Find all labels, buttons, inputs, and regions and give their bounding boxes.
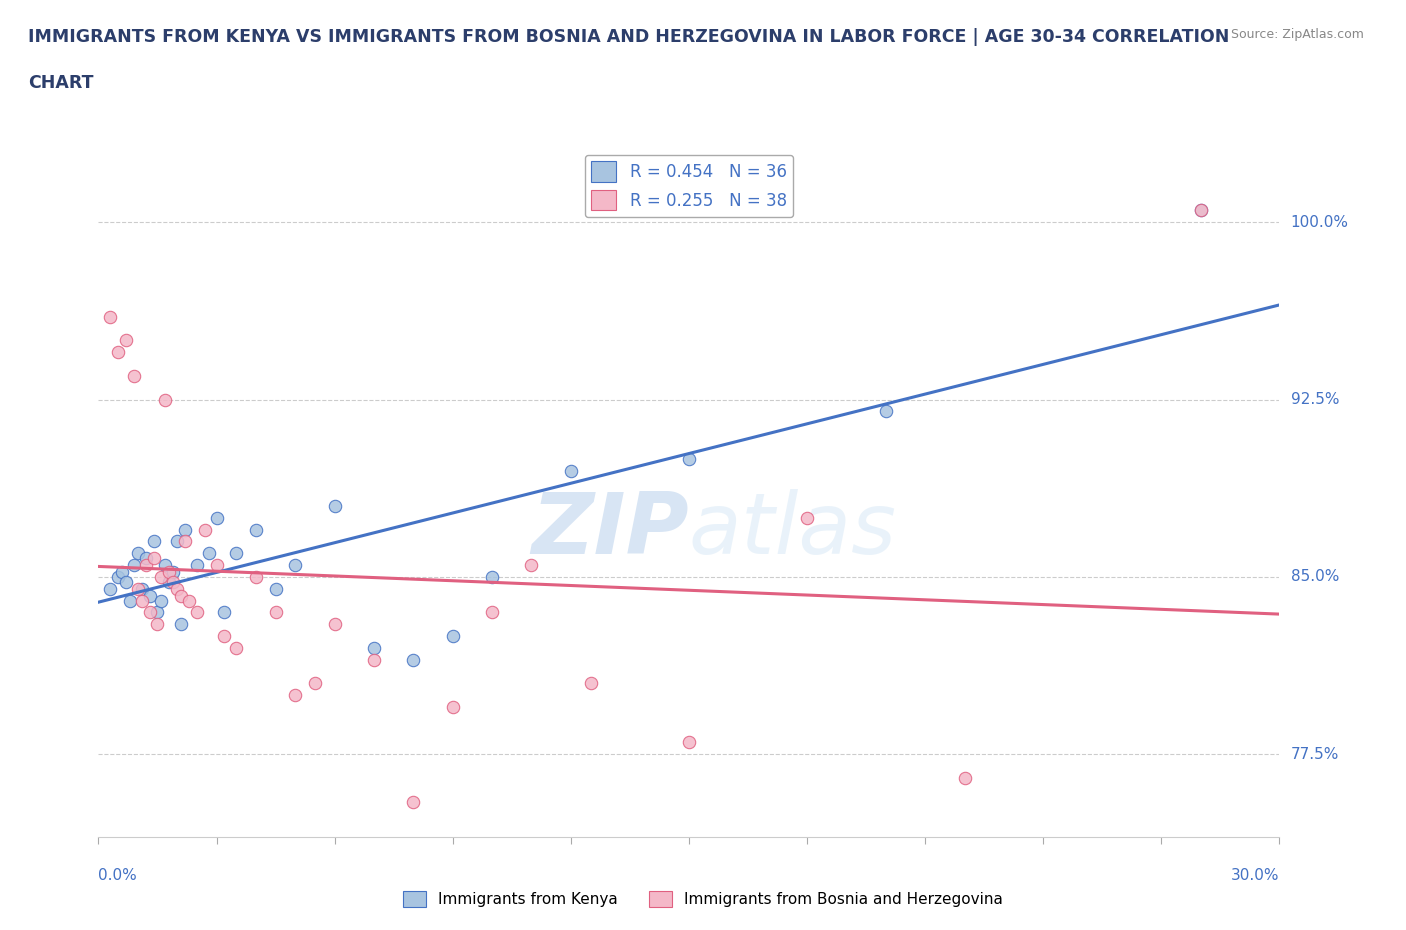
Point — [155, 392, 177, 407]
Point — [441, 699, 464, 714]
Point — [131, 581, 153, 596]
Point — [135, 558, 157, 573]
Point — [107, 345, 129, 360]
Point — [402, 652, 425, 667]
Point — [953, 770, 976, 785]
Point — [138, 589, 160, 604]
Point — [118, 593, 141, 608]
Text: 100.0%: 100.0% — [1291, 215, 1348, 230]
Text: 85.0%: 85.0% — [1291, 569, 1339, 584]
Point — [122, 558, 145, 573]
Point — [142, 551, 165, 565]
Point — [264, 581, 287, 596]
Point — [98, 310, 121, 325]
Point — [875, 404, 897, 418]
Point — [150, 569, 173, 584]
Text: 77.5%: 77.5% — [1291, 747, 1339, 762]
Point — [796, 511, 818, 525]
Point — [678, 451, 700, 466]
Text: CHART: CHART — [28, 74, 94, 92]
Point — [678, 735, 700, 750]
Text: IMMIGRANTS FROM KENYA VS IMMIGRANTS FROM BOSNIA AND HERZEGOVINA IN LABOR FORCE |: IMMIGRANTS FROM KENYA VS IMMIGRANTS FROM… — [28, 28, 1229, 46]
Point — [122, 368, 145, 383]
Point — [170, 589, 193, 604]
Point — [323, 617, 346, 631]
Point — [520, 558, 543, 573]
Point — [135, 551, 157, 565]
Text: 0.0%: 0.0% — [98, 869, 138, 883]
Point — [245, 569, 267, 584]
Point — [174, 534, 197, 549]
Point — [197, 546, 219, 561]
Point — [304, 676, 326, 691]
Point — [157, 565, 180, 579]
Text: Source: ZipAtlas.com: Source: ZipAtlas.com — [1230, 28, 1364, 41]
Text: ZIP: ZIP — [531, 488, 689, 572]
Point — [363, 652, 385, 667]
Point — [284, 687, 307, 702]
Point — [138, 604, 160, 619]
Text: 92.5%: 92.5% — [1291, 392, 1339, 407]
Point — [166, 534, 188, 549]
Point — [560, 463, 582, 478]
Point — [170, 617, 193, 631]
Point — [155, 558, 177, 573]
Text: atlas: atlas — [689, 488, 897, 572]
Point — [150, 593, 173, 608]
Point — [142, 534, 165, 549]
Point — [146, 604, 169, 619]
Point — [214, 604, 236, 619]
Point — [115, 333, 138, 348]
Text: 30.0%: 30.0% — [1232, 869, 1279, 883]
Point — [174, 522, 197, 537]
Point — [1189, 203, 1212, 218]
Point — [441, 629, 464, 644]
Point — [481, 569, 503, 584]
Point — [127, 546, 149, 561]
Point — [157, 574, 180, 589]
Point — [1189, 203, 1212, 218]
Point — [579, 676, 602, 691]
Point — [177, 593, 200, 608]
Point — [131, 593, 153, 608]
Point — [107, 569, 129, 584]
Point — [264, 604, 287, 619]
Point — [225, 641, 247, 656]
Point — [186, 604, 208, 619]
Legend: R = 0.454   N = 36, R = 0.255   N = 38: R = 0.454 N = 36, R = 0.255 N = 38 — [585, 154, 793, 217]
Point — [284, 558, 307, 573]
Point — [363, 641, 385, 656]
Point — [146, 617, 169, 631]
Point — [205, 511, 228, 525]
Point — [402, 794, 425, 809]
Point — [205, 558, 228, 573]
Point — [194, 522, 217, 537]
Point — [127, 581, 149, 596]
Point — [323, 498, 346, 513]
Point — [162, 574, 184, 589]
Point — [115, 574, 138, 589]
Point — [166, 581, 188, 596]
Point — [245, 522, 267, 537]
Point — [186, 558, 208, 573]
Point — [481, 604, 503, 619]
Point — [111, 565, 134, 579]
Point — [214, 629, 236, 644]
Point — [162, 565, 184, 579]
Point — [98, 581, 121, 596]
Legend: Immigrants from Kenya, Immigrants from Bosnia and Herzegovina: Immigrants from Kenya, Immigrants from B… — [396, 884, 1010, 913]
Point — [225, 546, 247, 561]
